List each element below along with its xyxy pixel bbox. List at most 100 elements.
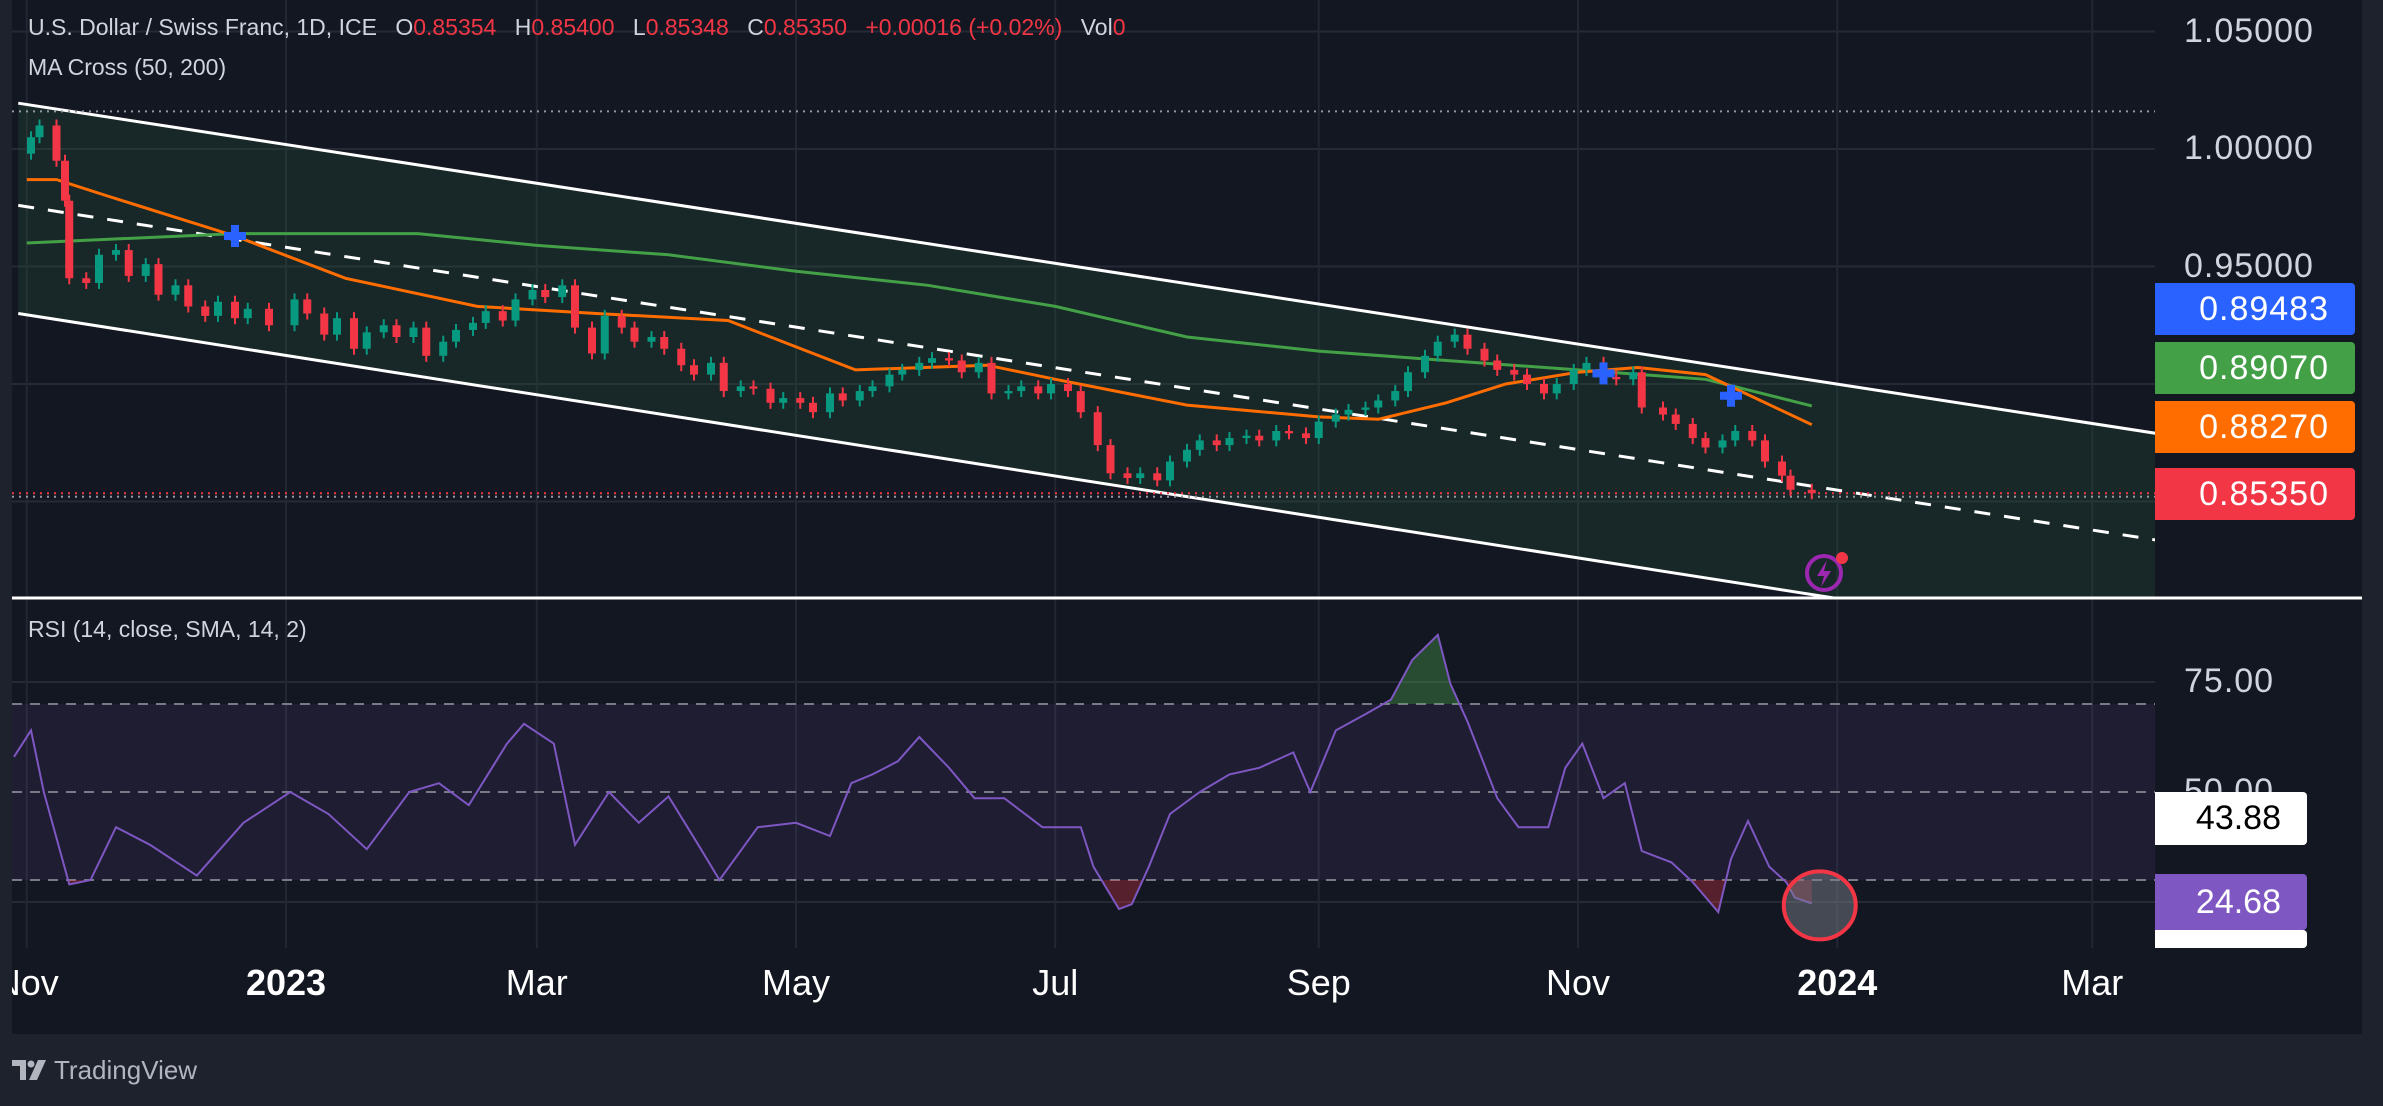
candle (719, 362, 728, 392)
price-tag: 0.89070 (2155, 342, 2355, 394)
channel-upper-line (18, 101, 2155, 435)
candle (184, 285, 193, 307)
candle (868, 386, 877, 392)
candle (511, 299, 520, 321)
candle (647, 337, 656, 342)
candle (1361, 407, 1370, 410)
rsi-legend[interactable]: RSI (14, close, SMA, 14, 2) (28, 616, 307, 642)
candle (452, 329, 460, 342)
candle (1064, 384, 1072, 392)
open-label: O (395, 14, 414, 40)
candle (1034, 386, 1043, 394)
candle (379, 325, 388, 333)
candle (1106, 445, 1115, 474)
time-label: 2024 (1797, 962, 1878, 1003)
candle (1374, 400, 1383, 408)
candle (1123, 473, 1132, 478)
candle (915, 362, 924, 370)
candle (61, 160, 69, 201)
time-label: Nov (1545, 962, 1611, 1003)
candle (1701, 438, 1710, 448)
symbol-title[interactable]: U.S. Dollar / Swiss Franc, 1D, ICE (28, 14, 377, 40)
channel-lower-line (18, 312, 1844, 598)
time-label: Jul (1032, 962, 1079, 1003)
candle (27, 137, 35, 154)
ma50-line (26, 178, 1813, 427)
candle (231, 301, 239, 319)
candle (1391, 391, 1400, 401)
chart-canvas[interactable] (12, 0, 2362, 1034)
lightning-alert-icon[interactable] (1805, 552, 1848, 592)
candle (945, 358, 953, 361)
candle (660, 337, 669, 349)
candle (987, 362, 996, 394)
candle (1688, 423, 1697, 439)
candle (350, 318, 358, 349)
candle (1569, 369, 1578, 384)
footer-brand[interactable]: TradingView (54, 1054, 198, 1085)
candle (1540, 384, 1548, 394)
candle (749, 386, 758, 389)
rsi-tag: 43.88 (2155, 792, 2307, 845)
candle (1195, 440, 1204, 450)
candle (1786, 475, 1795, 490)
candle (617, 315, 626, 328)
candle (1637, 372, 1646, 408)
ma-cross-legend[interactable]: MA Cross (50, 200) (28, 54, 227, 80)
candle (1748, 431, 1757, 441)
candle (1731, 431, 1740, 441)
time-label: Mar (2061, 962, 2124, 1003)
rsi-axis-label: 75.00 (2184, 662, 2275, 700)
candle (1718, 440, 1727, 448)
price-axis-label: 1.00000 (2184, 129, 2314, 167)
candle (392, 325, 401, 337)
candle (1153, 473, 1162, 481)
volume-label: Vol (1080, 14, 1113, 40)
candle (571, 285, 579, 328)
candle (65, 200, 74, 279)
candle (779, 398, 788, 403)
candle (1582, 362, 1591, 370)
footer: TradingView (12, 1040, 197, 1100)
candle (1017, 386, 1026, 392)
candle (1510, 369, 1519, 375)
low-label: L (632, 14, 646, 40)
candle (1136, 473, 1145, 478)
price-axis-label: 0.95000 (2184, 246, 2314, 285)
ma-cross-marker (224, 224, 246, 247)
candle (690, 365, 698, 375)
candle (826, 393, 834, 413)
candle (141, 264, 150, 276)
candle (1093, 412, 1102, 446)
candle (1166, 461, 1174, 481)
candle (600, 315, 609, 354)
candle (201, 306, 210, 316)
candle (35, 125, 44, 138)
ma200-line (26, 232, 1813, 408)
close-value: 0.85350 (763, 14, 847, 40)
time-label: Sep (1286, 962, 1351, 1003)
candle (214, 301, 222, 316)
candle (1212, 440, 1221, 446)
channel-group (18, 101, 2155, 598)
ma-cross-marker (1592, 362, 1615, 385)
candle (1463, 334, 1472, 349)
candle (677, 348, 686, 366)
price-tag: 0.89483 (2155, 283, 2355, 335)
candle (736, 386, 745, 392)
candle (885, 374, 894, 387)
candle (243, 308, 252, 319)
rsi-tag-clipped (2155, 930, 2307, 948)
candle (1421, 355, 1429, 373)
candle (796, 398, 805, 403)
candle (630, 327, 639, 342)
candle (1552, 384, 1561, 394)
tradingview-logo-icon (12, 1060, 46, 1080)
candle (928, 358, 936, 363)
candle (1612, 376, 1621, 380)
rsi-highlight-circle (1781, 869, 1858, 942)
channel-fill (18, 103, 2155, 598)
candle (439, 341, 448, 356)
candle (422, 327, 431, 356)
close-label: C (747, 14, 764, 40)
